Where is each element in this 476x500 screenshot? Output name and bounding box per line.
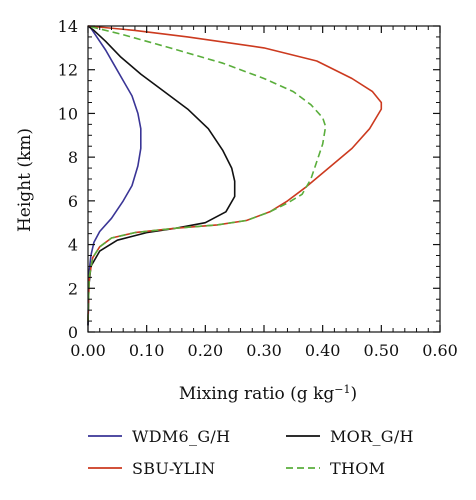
legend-label-3: THOM — [330, 459, 385, 478]
x-tick-label: 0.40 — [305, 341, 341, 360]
legend-label-0: WDM6_G/H — [132, 427, 230, 446]
plot-frame — [87, 25, 441, 333]
series-line-2 — [87, 25, 383, 322]
y-tick-label: 10 — [58, 104, 78, 123]
x-tick-label: 0.10 — [129, 341, 165, 360]
y-tick-label: 0 — [68, 323, 78, 342]
x-tick-label: 0.60 — [422, 341, 458, 360]
y-tick-label: 4 — [68, 236, 78, 255]
y-tick-label: 2 — [68, 279, 78, 298]
legend-label-1: MOR_G/H — [330, 427, 414, 446]
x-tick-label: 0.50 — [364, 341, 400, 360]
series-line-3 — [87, 25, 327, 322]
y-tick-label: 14 — [58, 17, 78, 36]
x-tick-label: 0.00 — [70, 341, 106, 360]
series-line-0 — [87, 25, 142, 326]
x-tick-label: 0.20 — [188, 341, 224, 360]
legend: WDM6_G/H MOR_G/H SBU-YLIN THOM — [88, 427, 414, 478]
x-axis-title: Mixing ratio (g kg−1) — [179, 383, 357, 405]
legend-label-2: SBU-YLIN — [132, 459, 215, 478]
y-tick-label: 12 — [58, 61, 78, 80]
series-line-1 — [87, 25, 236, 326]
x-tick-label: 0.30 — [246, 341, 282, 360]
x-axis-title-sup: −1 — [334, 383, 350, 396]
plot-area — [87, 25, 383, 326]
axes: 0.00 0.10 0.20 0.30 0.40 0.50 0.60 0 2 4 6 8 10 12 14 — [58, 17, 458, 360]
y-tick-label: 6 — [68, 192, 78, 211]
y-tick-label: 8 — [68, 148, 78, 167]
x-axis-title-main: Mixing ratio (g kg — [179, 384, 334, 404]
y-axis-title: Height (km) — [15, 128, 35, 232]
x-axis-title-close: ) — [350, 384, 357, 404]
